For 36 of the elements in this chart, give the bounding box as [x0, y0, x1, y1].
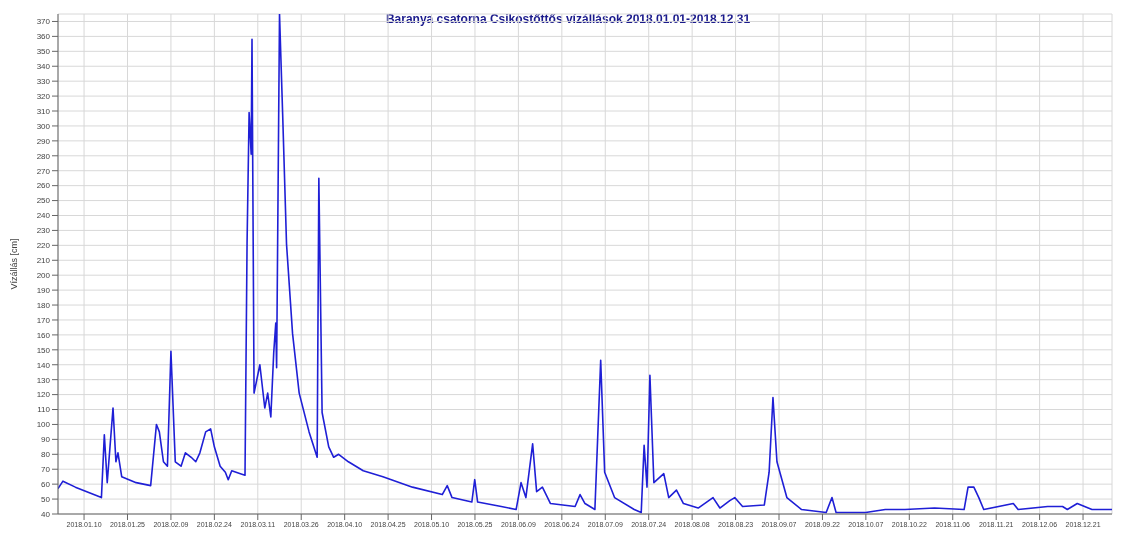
y-tick-label: 80 [41, 450, 51, 460]
y-tick-label: 340 [36, 62, 51, 72]
y-tick-label: 180 [36, 300, 51, 310]
y-tick-label: 120 [36, 390, 51, 400]
y-tick-label: 300 [36, 121, 51, 131]
y-tick-label: 240 [36, 211, 51, 221]
y-tick-label: 320 [36, 91, 51, 101]
y-tick-label: 50 [41, 494, 51, 504]
y-tick-label: 100 [36, 420, 51, 430]
y-tick-label: 260 [36, 181, 51, 191]
y-tick-label: 250 [36, 196, 51, 206]
y-tick-label: 130 [36, 375, 51, 385]
y-tick-label: 330 [36, 77, 51, 86]
y-tick-label: 160 [36, 330, 51, 340]
y-tick-label: 140 [36, 360, 51, 370]
y-tick-label: 60 [41, 479, 51, 489]
y-tick-label: 110 [37, 405, 51, 415]
y-tick-label: 220 [36, 241, 51, 251]
y-tick-label: 230 [36, 226, 51, 236]
y-tick-label: 150 [36, 345, 51, 355]
y-tick-label: 350 [36, 47, 51, 57]
y-tick-label: 70 [41, 465, 51, 475]
chart-title: Baranya csatorna Csikostőttős vízállások 2018.01.01-2018.12.31 [385, 12, 751, 26]
y-tick-label: 210 [36, 256, 51, 266]
y-tick-label: 370 [36, 17, 51, 27]
y-tick-label: 270 [36, 166, 51, 176]
y-tick-label: 190 [36, 285, 51, 295]
y-tick-label: 40 [41, 509, 51, 519]
y-tick-label: 280 [36, 151, 51, 161]
y-tick-label: 310 [36, 106, 51, 116]
y-tick-label: 290 [36, 136, 51, 146]
y-axis-title: Vízállás [cm] [9, 238, 20, 290]
y-tick-label: 170 [36, 315, 51, 325]
y-tick-label: 360 [36, 32, 51, 42]
y-tick-label: 200 [36, 271, 51, 281]
y-tick-label: 90 [41, 435, 51, 445]
